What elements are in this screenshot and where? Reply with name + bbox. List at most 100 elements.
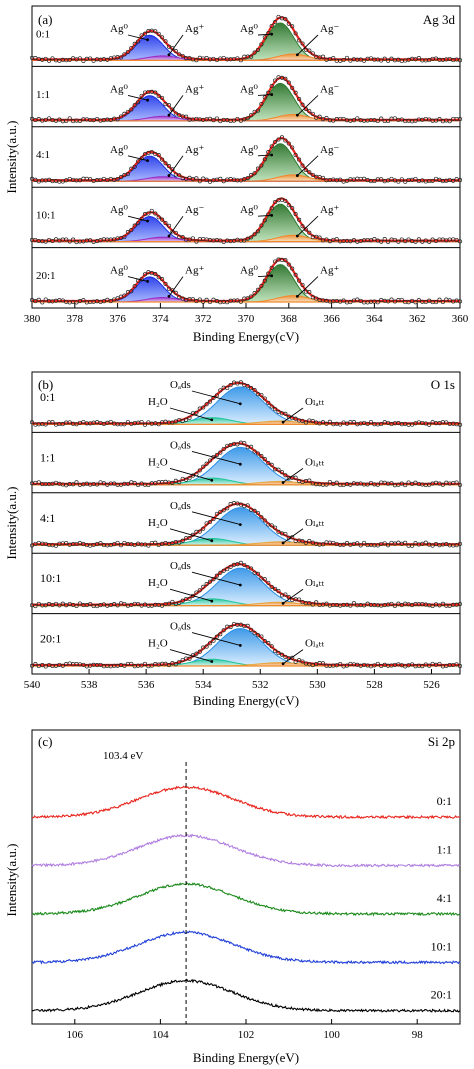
data-point (214, 452, 219, 458)
data-point (153, 540, 158, 545)
data-point (194, 239, 199, 244)
data-point (125, 230, 130, 235)
peak-arrow-head (270, 93, 274, 96)
data-point (249, 627, 254, 632)
peak-label: Ag⁺ (185, 144, 204, 156)
data-point (166, 663, 172, 668)
data-point (249, 235, 254, 240)
peak-arrow-head (167, 174, 171, 177)
data-point (286, 141, 291, 146)
data-point (136, 220, 141, 226)
x-tick-label: 534 (195, 679, 212, 691)
data-point (403, 540, 408, 545)
peak-arrow (168, 34, 184, 56)
data-point (386, 239, 391, 244)
peak-arrow-head (210, 539, 214, 543)
data-point (225, 300, 230, 305)
data-point (379, 58, 384, 63)
peak-label: Ag⁰ (240, 265, 258, 277)
data-point (166, 44, 172, 49)
data-point (64, 178, 69, 183)
data-point (160, 95, 165, 100)
data-point (197, 649, 202, 654)
peak-arrow-head (281, 601, 285, 605)
panel-b-element-label: O 1s (431, 377, 455, 392)
data-point (249, 113, 254, 118)
data-point (149, 271, 154, 276)
data-point (132, 223, 137, 228)
data-point (218, 450, 223, 455)
data-point (218, 119, 223, 124)
data-point (255, 47, 261, 52)
data-point (283, 592, 288, 597)
peak-arrow (191, 571, 241, 586)
data-point (129, 107, 134, 112)
data-point (307, 601, 312, 606)
data-point (214, 573, 219, 578)
data-point (142, 422, 148, 427)
data-point (53, 237, 59, 242)
data-point (132, 542, 137, 548)
x-tick-label: 102 (238, 1029, 255, 1041)
data-point (77, 56, 82, 61)
data-point (122, 173, 127, 178)
data-point (211, 395, 216, 400)
peak-arrow (169, 407, 212, 421)
data-point (375, 543, 380, 548)
data-point (259, 101, 264, 107)
data-point (427, 298, 432, 303)
data-point (290, 266, 295, 271)
data-point (105, 57, 110, 62)
peak-arrow-head (238, 644, 242, 647)
data-point (457, 422, 463, 427)
data-point (197, 468, 202, 473)
data-point (29, 543, 35, 548)
data-point (300, 418, 305, 423)
sample-label: 0:1 (36, 28, 50, 40)
data-point (122, 601, 127, 607)
data-point (129, 661, 134, 666)
data-point (297, 96, 302, 102)
data-point (310, 295, 315, 300)
data-point (207, 116, 213, 121)
data-point (303, 167, 308, 173)
x-tick-label: 380 (24, 313, 41, 325)
x-tick-label: 106 (67, 1029, 84, 1041)
data-point (160, 603, 165, 608)
data-point (153, 29, 158, 34)
data-point (142, 31, 148, 36)
data-point (324, 421, 329, 426)
peak-arrow-head (238, 462, 242, 466)
data-point (115, 176, 120, 182)
data-point (214, 393, 219, 398)
data-point (440, 482, 445, 487)
peak-arrow (168, 215, 184, 237)
peak-arrow-head (167, 53, 171, 57)
peak-arrow (169, 528, 212, 542)
peak-arrow (297, 215, 319, 237)
panel-c-xlabel: Binding Energy(eV) (193, 1050, 299, 1065)
data-point (153, 90, 158, 95)
data-point (399, 603, 404, 608)
x-tick-label: 364 (366, 313, 383, 325)
data-point (29, 420, 35, 425)
data-point (286, 80, 291, 85)
data-point (252, 631, 257, 636)
series-label: 0:1 (437, 794, 452, 808)
data-point (228, 383, 233, 388)
data-point (64, 237, 69, 242)
data-point (266, 400, 271, 405)
data-point (238, 622, 243, 627)
data-point (201, 464, 206, 469)
peak-label: Oₗₐₜₜ (305, 517, 324, 529)
x-tick-label: 528 (366, 679, 383, 691)
data-point (129, 166, 134, 171)
data-point (362, 176, 367, 181)
peak-arrow-head (238, 523, 242, 527)
data-point (255, 451, 261, 456)
data-point (238, 178, 243, 183)
data-point (269, 84, 274, 89)
data-point (204, 297, 209, 302)
peak-arrow (191, 390, 241, 405)
data-point (266, 641, 271, 646)
